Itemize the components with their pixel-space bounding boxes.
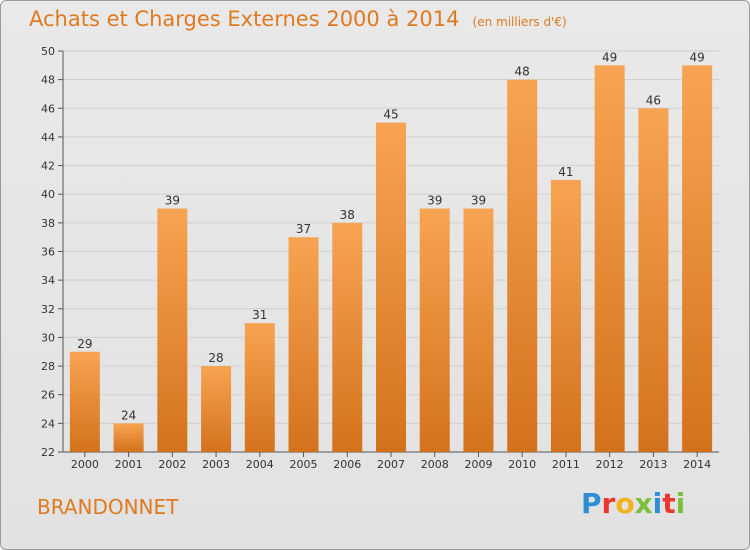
data-label: 39 — [427, 194, 442, 208]
x-tick-label: 2014 — [683, 458, 711, 471]
y-tick-label: 46 — [41, 102, 55, 115]
bar-2001 — [113, 423, 144, 452]
bar-2009 — [463, 208, 494, 452]
title-row: Achats et Charges Externes 2000 à 2014 (… — [29, 7, 567, 31]
y-tick-label: 32 — [41, 303, 55, 316]
y-tick-label: 50 — [41, 45, 55, 58]
y-tick-label: 42 — [41, 160, 55, 173]
data-label: 37 — [296, 222, 311, 236]
bar-2004 — [244, 323, 275, 452]
bar-2011 — [550, 179, 581, 452]
data-label: 24 — [121, 408, 136, 422]
bar-2002 — [157, 208, 188, 452]
data-label: 31 — [252, 308, 267, 322]
y-tick-label: 22 — [41, 446, 55, 459]
data-label: 45 — [383, 108, 398, 122]
x-tick-label: 2012 — [596, 458, 624, 471]
data-label: 38 — [340, 208, 355, 222]
data-labels: 29 24 39 28 31 37 38 45 39 39 48 41 49 46 49 — [77, 50, 705, 422]
x-tick-label: 2009 — [464, 458, 492, 471]
x-tick-label: 2003 — [202, 458, 230, 471]
bar-2006 — [332, 222, 363, 452]
bar-2005 — [288, 237, 319, 452]
logo-letter: x — [634, 487, 653, 520]
y-tick-label: 26 — [41, 389, 55, 402]
bar-2000 — [69, 351, 100, 452]
bar-2012 — [594, 65, 625, 453]
data-label: 48 — [515, 65, 530, 79]
x-tick-label: 2013 — [639, 458, 667, 471]
y-tick-label: 34 — [41, 274, 55, 287]
x-tick-label: 2002 — [158, 458, 186, 471]
x-tick-label: 2007 — [377, 458, 405, 471]
logo-letter: o — [615, 487, 635, 520]
bar-2014 — [682, 65, 713, 453]
x-tick-label: 2005 — [290, 458, 318, 471]
bar-2003 — [201, 366, 232, 452]
y-tick-label: 44 — [41, 131, 55, 144]
x-axis-ticks: 2000 2001 2002 2003 2004 2005 2006 2007 2008 2009… — [71, 458, 711, 471]
x-tick-label: 2008 — [421, 458, 449, 471]
data-label: 29 — [77, 337, 92, 351]
chart-unit: (en milliers d'€) — [472, 15, 567, 29]
y-tick-label: 28 — [41, 360, 55, 373]
data-label: 49 — [689, 50, 704, 64]
bar-2010 — [507, 79, 538, 453]
data-label: 41 — [558, 165, 573, 179]
chart-title: Achats et Charges Externes 2000 à 2014 — [29, 7, 460, 31]
data-label: 28 — [208, 351, 223, 365]
x-tick-label: 2000 — [71, 458, 99, 471]
x-tick-label: 2001 — [115, 458, 143, 471]
x-tick-label: 2010 — [508, 458, 536, 471]
logo-letter: i — [652, 487, 663, 520]
proxiti-logo[interactable]: Proxiti — [581, 487, 685, 520]
y-tick-label: 48 — [41, 74, 55, 87]
logo-letter: P — [581, 487, 602, 520]
x-tick-label: 2006 — [333, 458, 361, 471]
bar-2013 — [638, 108, 669, 453]
y-tick-label: 38 — [41, 217, 55, 230]
commune-name: BRANDONNET — [37, 495, 179, 519]
bar-2007 — [376, 122, 406, 452]
y-axis-ticks: 22 24 26 28 30 32 34 36 38 40 42 44 46 48 50 — [41, 45, 55, 459]
logo-letter: t — [662, 487, 676, 520]
bars — [69, 65, 713, 453]
y-tick-label: 24 — [41, 417, 55, 430]
y-tick-label: 40 — [41, 188, 55, 201]
data-label: 49 — [602, 50, 617, 64]
logo-letter: r — [601, 487, 616, 520]
data-label: 39 — [165, 194, 180, 208]
x-tick-label: 2011 — [552, 458, 580, 471]
y-tick-label: 30 — [41, 331, 55, 344]
data-label: 46 — [646, 93, 661, 107]
x-tick-label: 2004 — [246, 458, 274, 471]
bar-2008 — [419, 208, 450, 452]
y-tick-label: 36 — [41, 246, 55, 259]
data-label: 39 — [471, 194, 486, 208]
logo-letter: i — [675, 487, 686, 520]
